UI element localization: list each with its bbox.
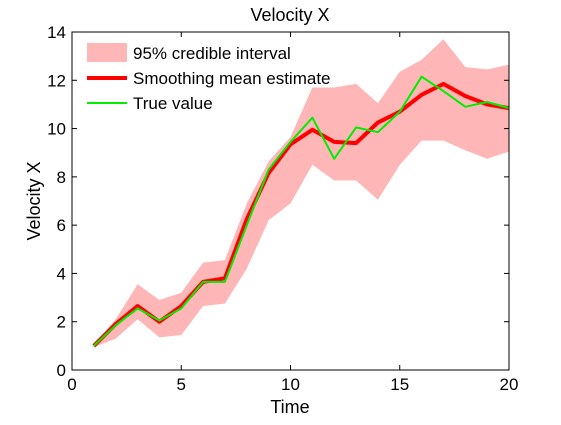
y-tick-label: 12	[47, 71, 66, 90]
x-tick-label: 10	[281, 375, 300, 394]
y-tick-label: 0	[57, 361, 66, 380]
y-tick-label: 14	[47, 23, 66, 42]
axis-ticks: 0 5 10 15 20 0 2 4 6 8 10 12 14	[47, 23, 518, 394]
y-axis-title: Velocity X	[24, 161, 44, 240]
legend-swatch-band	[87, 43, 127, 62]
legend-label-band: 95% credible interval	[133, 44, 291, 63]
credible-interval-band	[93, 39, 510, 348]
x-tick-label: 20	[500, 375, 519, 394]
x-axis-title: Time	[270, 397, 309, 417]
x-tick-label: 15	[390, 375, 409, 394]
plot-area	[92, 39, 510, 348]
legend: 95% credible interval Smoothing mean est…	[87, 43, 331, 113]
legend-label-true-value: True value	[133, 94, 213, 113]
y-tick-label: 4	[57, 264, 66, 283]
y-tick-label: 8	[57, 168, 66, 187]
x-tick-label: 5	[177, 375, 186, 394]
chart-title: Velocity X	[250, 5, 329, 25]
y-tick-label: 6	[57, 216, 66, 235]
true-value-line	[93, 75, 510, 347]
y-tick-label: 10	[47, 120, 66, 139]
x-tick-label: 0	[67, 375, 76, 394]
y-tick-label: 2	[57, 313, 66, 332]
legend-label-smoothing: Smoothing mean estimate	[133, 69, 331, 88]
